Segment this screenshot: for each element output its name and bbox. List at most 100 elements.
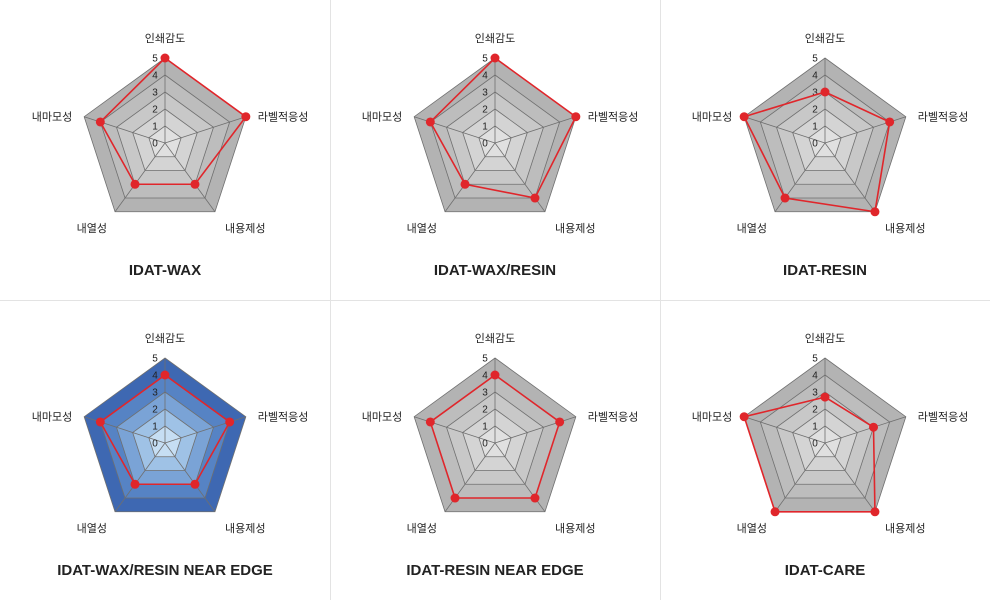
- radar-axis-label: 내용제성: [885, 522, 925, 535]
- radar-tick-label: 4: [812, 71, 818, 82]
- radar-tick-label: 2: [152, 105, 158, 116]
- radar-data-point: [190, 179, 200, 189]
- radar-tick-label: 5: [482, 354, 488, 365]
- radar-data-point: [885, 117, 895, 127]
- radar-data-point: [490, 53, 500, 63]
- radar-data-point: [739, 112, 749, 122]
- radar-axis-spoke: [164, 442, 216, 513]
- radar-chart-title: IDAT-WAX/RESIN: [434, 262, 556, 279]
- radar-chart-panel: 0 1 2 3 4 5 인쇄감도 라벨적응성 내용제성 내열성 내마모성 IDAT-WAX/RESIN…: [0, 300, 330, 600]
- radar-axis-label: 라벨적응성: [918, 111, 969, 124]
- radar-tick-label: 4: [812, 371, 818, 382]
- grid-divider-horizontal: [0, 300, 990, 301]
- radar-data-point: [780, 193, 790, 203]
- radar-tick-label: 1: [812, 422, 818, 433]
- radar-series-line: [743, 91, 891, 213]
- radar-axis-label: 인쇄감도: [475, 332, 515, 345]
- radar-series-line: [429, 374, 561, 499]
- radar-tick-label: 0: [812, 439, 818, 450]
- radar-chart-title: IDAT-WAX/RESIN NEAR EDGE: [57, 562, 273, 579]
- radar-axis-label: 라벨적응성: [918, 411, 969, 424]
- radar-tick-label: 5: [812, 54, 818, 65]
- radar-axis-label: 내열성: [737, 222, 767, 235]
- radar-data-point: [770, 507, 780, 517]
- radar-axis-label: 인쇄감도: [805, 332, 845, 345]
- radar-axis-spoke: [164, 116, 246, 144]
- radar-axis-spoke: [114, 142, 166, 213]
- radar-data-point: [450, 493, 460, 503]
- radar-axis-spoke: [744, 116, 826, 144]
- radar-data-point: [555, 417, 565, 427]
- radar-data-point: [869, 422, 878, 432]
- radar-data-point: [870, 507, 880, 517]
- radar-axis-label: 내마모성: [692, 411, 732, 424]
- radar-tick-label: 5: [152, 54, 158, 65]
- radar-data-point: [160, 370, 170, 380]
- radar-axis-label: 내용제성: [225, 222, 265, 235]
- radar-axis-label: 내마모성: [32, 411, 72, 424]
- radar-data-point: [820, 87, 830, 97]
- radar-chart-title: IDAT-RESIN: [783, 262, 867, 279]
- radar-data-point: [571, 112, 581, 122]
- radar-tick-label: 0: [482, 439, 488, 450]
- radar-data-point: [870, 207, 880, 217]
- radar-axis-label: 내마모성: [362, 411, 402, 424]
- radar-axis-label: 내열성: [77, 522, 107, 535]
- radar-axis-spoke: [824, 142, 876, 213]
- radar-chart-panel: 0 1 2 3 4 5 인쇄감도 라벨적응성 내용제성 내열성 내마모성 IDAT-CARE: [660, 300, 990, 600]
- radar-axis-spoke: [824, 416, 906, 444]
- radar-data-point: [130, 179, 140, 189]
- radar-axis-label: 라벨적응성: [588, 111, 639, 124]
- radar-axis-label: 인쇄감도: [475, 32, 515, 45]
- radar-axis-spoke: [824, 442, 876, 513]
- radar-tick-label: 3: [482, 88, 488, 99]
- radar-tick-label: 0: [152, 139, 158, 150]
- radar-axis-spoke: [444, 142, 496, 213]
- radar-data-point: [160, 53, 170, 63]
- radar-tick-label: 1: [482, 422, 488, 433]
- radar-data-point: [490, 370, 500, 380]
- radar-data-point: [425, 117, 435, 127]
- radar-axis-label: 라벨적응성: [588, 411, 639, 424]
- radar-tick-label: 3: [152, 88, 158, 99]
- radar-data-point: [530, 493, 540, 503]
- radar-axis-label: 인쇄감도: [805, 32, 845, 45]
- radar-axis-label: 내용제성: [225, 522, 265, 535]
- radar-data-point: [425, 417, 435, 427]
- radar-data-point: [190, 479, 200, 489]
- radar-data-point: [95, 117, 105, 127]
- radar-axis-spoke: [114, 442, 166, 513]
- radar-data-point: [130, 479, 140, 489]
- radar-data-point: [225, 417, 235, 427]
- radar-tick-label: 1: [812, 122, 818, 133]
- radar-tick-label: 4: [152, 371, 158, 382]
- radar-chart-panel: 0 1 2 3 4 5 인쇄감도 라벨적응성 내용제성 내열성 내마모성 IDAT-RESIN: [660, 0, 990, 300]
- radar-tick-label: 2: [482, 105, 488, 116]
- radar-tick-label: 4: [482, 71, 488, 82]
- radar-series-line: [429, 56, 577, 199]
- radar-tick-label: 2: [152, 405, 158, 416]
- radar-axis-spoke: [164, 142, 216, 213]
- radar-tick-label: 0: [152, 439, 158, 450]
- radar-tick-label: 0: [812, 139, 818, 150]
- radar-tick-label: 5: [482, 54, 488, 65]
- radar-data-point: [739, 412, 749, 422]
- radar-tick-label: 1: [152, 122, 158, 133]
- radar-data-point: [820, 392, 830, 402]
- radar-chart-title: IDAT-RESIN NEAR EDGE: [406, 562, 583, 579]
- radar-chart-panel: 0 1 2 3 4 5 인쇄감도 라벨적응성 내용제성 내열성 내마모성 IDAT-RESIN NEA…: [330, 300, 660, 600]
- radar-tick-label: 5: [812, 354, 818, 365]
- radar-series-line: [743, 396, 876, 513]
- radar-axis-label: 내마모성: [692, 111, 732, 124]
- radar-axis-label: 내용제성: [885, 222, 925, 235]
- radar-axis-label: 내용제성: [555, 222, 595, 235]
- radar-tick-label: 4: [482, 371, 488, 382]
- radar-axis-label: 라벨적응성: [258, 111, 309, 124]
- radar-axis-spoke: [774, 442, 826, 513]
